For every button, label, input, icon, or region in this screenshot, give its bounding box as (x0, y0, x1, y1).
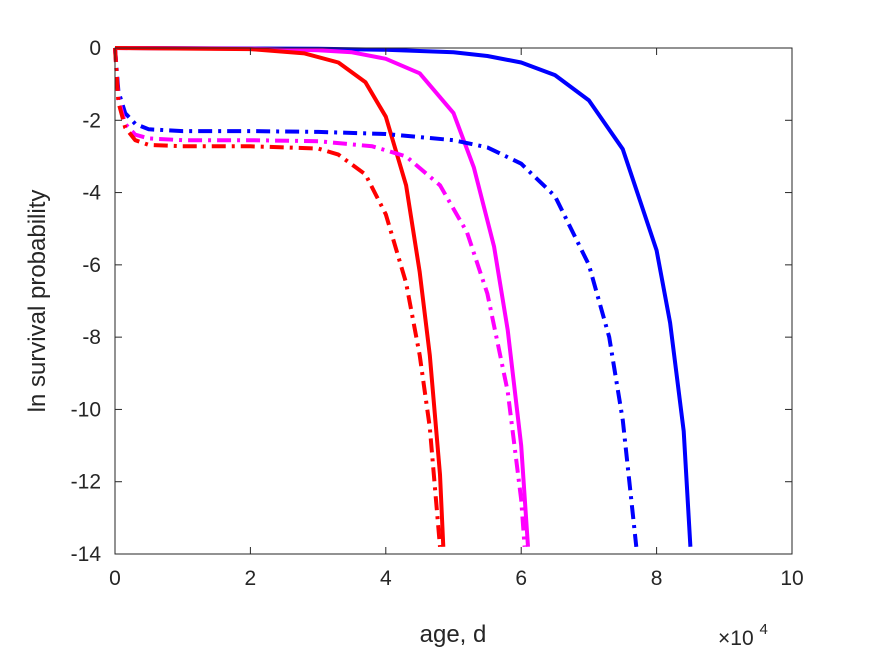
y-tick-label: -4 (82, 182, 101, 205)
x-axis-multiplier: ×10 4 (718, 621, 768, 650)
plot-area (115, 48, 792, 554)
plot-frame (114, 47, 793, 555)
x-tick-label: 2 (245, 567, 257, 590)
y-tick-label: 0 (89, 37, 101, 60)
y-tick-label: -12 (71, 471, 101, 494)
series-layer (113, 46, 693, 548)
y-tick-label: -8 (82, 326, 101, 349)
series-line-3-solid (114, 46, 446, 547)
series-line-5-dashdot (113, 47, 527, 547)
x-axis-multiplier-base: ×10 (718, 627, 754, 650)
x-tick-label: 10 (780, 567, 803, 590)
x-tick-label: 6 (515, 567, 527, 590)
x-axis-label: age, d (420, 621, 487, 648)
y-axis-label: ln survival probability (24, 190, 51, 413)
series-line-4-dashdot (113, 47, 639, 548)
x-tick-label: 0 (109, 567, 121, 590)
x-tick-label: 4 (380, 567, 392, 590)
tick-layer (114, 47, 793, 555)
y-tick-label: -10 (71, 398, 101, 421)
series-line-2-solid (114, 46, 530, 547)
tick-labels: 0 2 4 6 8 10 0 -2 -4 -6 -8 -10 -12 -14 (71, 37, 804, 590)
x-tick-label: 8 (651, 567, 663, 590)
y-tick-label: -6 (82, 254, 101, 277)
series-line-6-dashdot (113, 47, 442, 547)
x-axis-multiplier-exponent: 4 (759, 621, 767, 638)
y-tick-label: -14 (71, 543, 102, 566)
y-tick-label: -2 (82, 109, 101, 132)
